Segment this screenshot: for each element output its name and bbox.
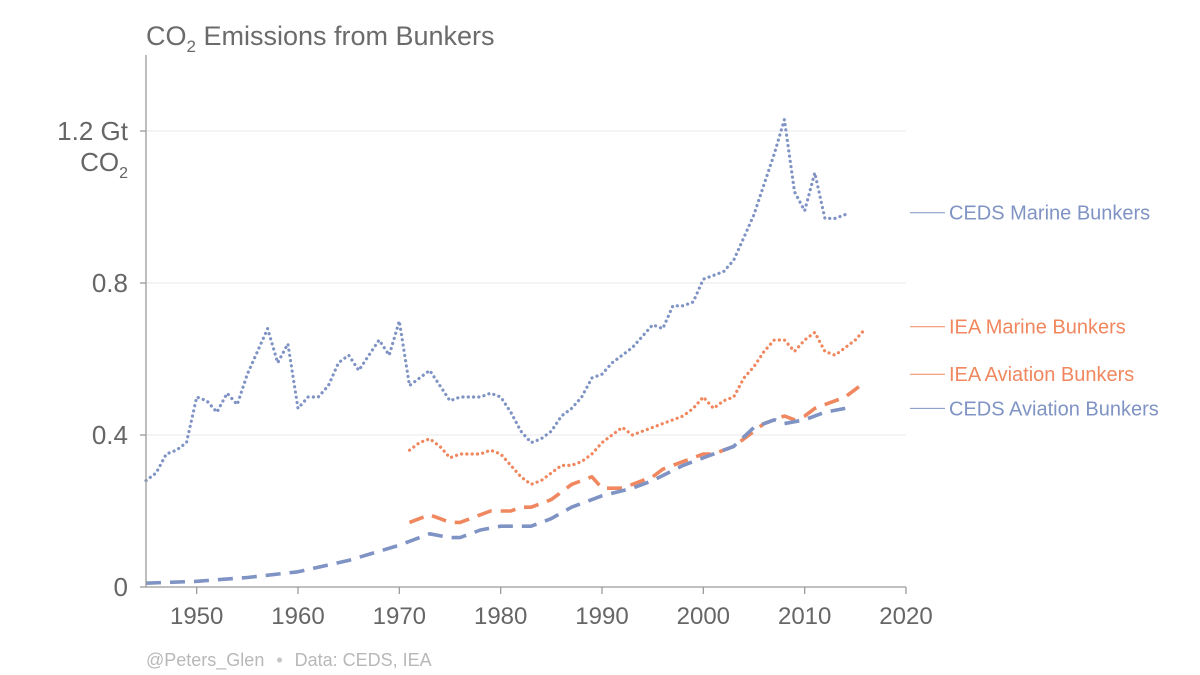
- legend-label-ceds-marine-bunkers: CEDS Marine Bunkers: [949, 203, 1150, 225]
- series-line-iea-marine-bunkers: [407, 327, 868, 486]
- x-tick-label: 2000: [677, 603, 730, 630]
- legend: CEDS Marine Bunkers IEA Marine Bunkers IEA…: [910, 203, 1159, 420]
- y-tick-label: 0.8: [92, 268, 128, 298]
- y-axis-unit-label: CO2: [80, 147, 128, 182]
- title-prefix: CO: [146, 21, 187, 51]
- series-line-iea-aviation-bunkers: [408, 380, 867, 525]
- x-tick-label: 1980: [474, 603, 527, 630]
- x-tick-label: 1950: [170, 603, 223, 630]
- y-axis-ticks: 0 0.4 0.8 1.2 Gt: [57, 116, 146, 602]
- series-line-ceds-marine-bunkers: [144, 117, 847, 483]
- series-lines: [144, 117, 868, 585]
- y-unit-prefix: CO: [80, 147, 119, 177]
- footer-credit: @Peters_Glen • Data: CEDS, IEA: [146, 650, 432, 671]
- title-suffix: Emissions from Bunkers: [196, 21, 495, 51]
- y-tick-label: 1.2 Gt: [57, 116, 129, 146]
- legend-label-iea-marine-bunkers: IEA Marine Bunkers: [949, 317, 1126, 339]
- x-tick-label: 1990: [575, 603, 628, 630]
- chart-title: CO2 Emissions from Bunkers: [146, 21, 495, 56]
- x-tick-label: 2020: [879, 603, 932, 630]
- footer-source: Data: CEDS, IEA: [295, 650, 432, 670]
- footer-author: @Peters_Glen: [146, 650, 264, 671]
- y-tick-label: 0.4: [92, 420, 128, 450]
- x-axis-ticks: 1950 1960 1970 1980 1990 2000 2010 2020: [170, 587, 933, 630]
- legend-label-iea-aviation-bunkers: IEA Aviation Bunkers: [949, 364, 1134, 386]
- x-tick-label: 1960: [271, 603, 324, 630]
- legend-label-ceds-aviation-bunkers: CEDS Aviation Bunkers: [949, 398, 1159, 420]
- y-tick-label: 0: [114, 572, 128, 602]
- series-line-ceds-aviation-bunkers: [145, 406, 846, 585]
- x-tick-label: 1970: [373, 603, 426, 630]
- footer-separator: •: [276, 650, 282, 670]
- y-unit-subscript: 2: [119, 165, 128, 182]
- title-subscript: 2: [187, 37, 196, 56]
- x-tick-label: 2010: [778, 603, 831, 630]
